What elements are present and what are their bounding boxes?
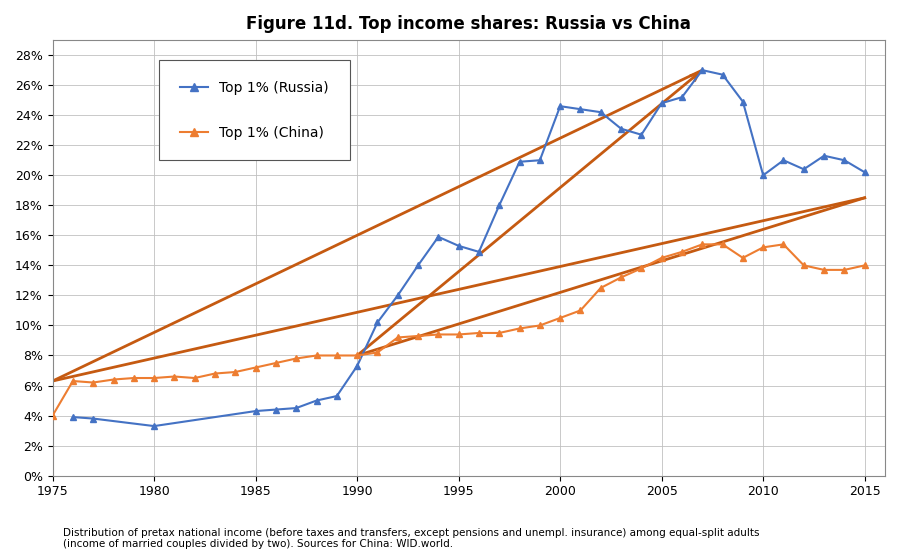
Top 1% (China) (392, 334, 403, 341)
Line: Top 1% (China): Top 1% (China) (50, 241, 868, 419)
Top 1% (Russia) (697, 67, 707, 73)
Top 1% (China) (412, 333, 423, 339)
Top 1% (Russia) (271, 406, 282, 413)
Top 1% (China) (554, 315, 565, 321)
Legend: Top 1% (Russia), Top 1% (China): Top 1% (Russia), Top 1% (China) (159, 60, 349, 160)
Top 1% (Russia) (717, 71, 728, 78)
Top 1% (China) (535, 322, 545, 329)
Top 1% (Russia) (291, 405, 302, 411)
Top 1% (China) (454, 331, 464, 338)
Top 1% (China) (210, 370, 220, 377)
Top 1% (China) (596, 285, 607, 291)
Top 1% (China) (230, 369, 240, 375)
Top 1% (China) (331, 352, 342, 359)
Top 1% (China) (372, 349, 382, 356)
Top 1% (Russia) (68, 414, 78, 421)
Top 1% (China) (717, 241, 728, 248)
Top 1% (China) (737, 254, 748, 261)
Top 1% (China) (575, 307, 586, 314)
Top 1% (Russia) (433, 233, 444, 240)
Top 1% (China) (798, 262, 809, 269)
Top 1% (China) (819, 267, 830, 273)
Text: Distribution of pretax national income (before taxes and transfers, except pensi: Distribution of pretax national income (… (63, 528, 760, 549)
Top 1% (China) (108, 376, 119, 383)
Top 1% (Russia) (819, 152, 830, 159)
Top 1% (China) (311, 352, 322, 359)
Top 1% (China) (47, 412, 58, 419)
Top 1% (Russia) (798, 166, 809, 173)
Title: Figure 11d. Top income shares: Russia vs China: Figure 11d. Top income shares: Russia vs… (247, 15, 691, 33)
Top 1% (China) (129, 375, 140, 381)
Top 1% (Russia) (473, 248, 484, 255)
Top 1% (China) (433, 331, 444, 338)
Top 1% (Russia) (535, 157, 545, 163)
Top 1% (Russia) (412, 262, 423, 269)
Top 1% (Russia) (758, 172, 769, 179)
Top 1% (China) (291, 355, 302, 362)
Top 1% (China) (514, 325, 525, 332)
Top 1% (China) (656, 254, 667, 261)
Top 1% (Russia) (596, 109, 607, 115)
Top 1% (Russia) (372, 319, 382, 326)
Top 1% (Russia) (494, 202, 505, 209)
Top 1% (China) (169, 373, 180, 380)
Top 1% (Russia) (656, 100, 667, 107)
Top 1% (China) (677, 248, 688, 255)
Top 1% (Russia) (331, 392, 342, 399)
Top 1% (China) (88, 379, 99, 386)
Top 1% (China) (860, 262, 870, 269)
Top 1% (China) (494, 330, 505, 336)
Top 1% (China) (839, 267, 850, 273)
Top 1% (Russia) (454, 242, 464, 249)
Top 1% (China) (148, 375, 159, 381)
Top 1% (China) (68, 378, 78, 384)
Line: Top 1% (Russia): Top 1% (Russia) (69, 67, 868, 429)
Top 1% (China) (189, 375, 200, 381)
Top 1% (Russia) (860, 169, 870, 176)
Top 1% (China) (697, 241, 707, 248)
Top 1% (Russia) (250, 408, 261, 415)
Top 1% (Russia) (514, 158, 525, 165)
Top 1% (Russia) (554, 103, 565, 109)
Top 1% (China) (250, 364, 261, 371)
Top 1% (China) (271, 360, 282, 367)
Top 1% (China) (616, 274, 626, 281)
Top 1% (China) (636, 265, 647, 272)
Top 1% (Russia) (88, 415, 99, 422)
Top 1% (Russia) (839, 157, 850, 163)
Top 1% (Russia) (778, 157, 789, 163)
Top 1% (Russia) (737, 98, 748, 105)
Top 1% (Russia) (575, 106, 586, 113)
Top 1% (Russia) (616, 125, 626, 132)
Top 1% (China) (473, 330, 484, 336)
Top 1% (Russia) (352, 363, 363, 369)
Top 1% (Russia) (311, 397, 322, 404)
Top 1% (China) (778, 241, 789, 248)
Top 1% (China) (758, 244, 769, 251)
Top 1% (Russia) (392, 292, 403, 299)
Top 1% (Russia) (636, 131, 647, 138)
Top 1% (China) (352, 352, 363, 359)
Top 1% (Russia) (148, 423, 159, 429)
Top 1% (Russia) (677, 94, 688, 100)
